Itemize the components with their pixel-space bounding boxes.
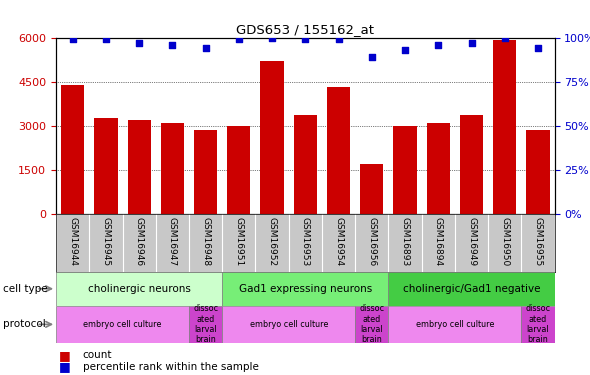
Text: GSM16945: GSM16945 bbox=[101, 217, 110, 266]
Point bbox=[533, 45, 543, 51]
Text: GSM16955: GSM16955 bbox=[533, 217, 542, 266]
Bar bbox=[360, 164, 384, 214]
Bar bbox=[460, 116, 483, 214]
Text: dissoc
ated
larval
brain: dissoc ated larval brain bbox=[359, 304, 384, 345]
Point bbox=[467, 40, 476, 46]
Bar bbox=[394, 126, 417, 214]
Point bbox=[267, 34, 277, 40]
Bar bbox=[189, 306, 222, 343]
Text: dissoc
ated
larval
brain: dissoc ated larval brain bbox=[193, 304, 218, 345]
Text: embryo cell culture: embryo cell culture bbox=[250, 320, 328, 329]
Bar bbox=[260, 61, 284, 214]
Text: cholinergic/Gad1 negative: cholinergic/Gad1 negative bbox=[403, 284, 540, 294]
Text: cell type: cell type bbox=[3, 284, 48, 294]
Bar bbox=[222, 306, 355, 343]
Bar bbox=[222, 272, 388, 306]
Point bbox=[234, 36, 244, 42]
Point bbox=[367, 54, 376, 60]
Text: GSM16951: GSM16951 bbox=[234, 217, 243, 266]
Bar bbox=[355, 306, 388, 343]
Bar bbox=[327, 87, 350, 214]
Bar bbox=[388, 272, 555, 306]
Text: embryo cell culture: embryo cell culture bbox=[416, 320, 494, 329]
Text: GSM16944: GSM16944 bbox=[68, 217, 77, 266]
Point bbox=[101, 36, 110, 42]
Text: GSM16894: GSM16894 bbox=[434, 217, 442, 266]
Text: GSM16953: GSM16953 bbox=[301, 217, 310, 266]
Text: dissoc
ated
larval
brain: dissoc ated larval brain bbox=[526, 304, 550, 345]
Point bbox=[201, 45, 210, 51]
Bar bbox=[526, 130, 550, 214]
Point bbox=[135, 40, 144, 46]
Bar bbox=[427, 123, 450, 214]
Point bbox=[334, 36, 343, 42]
Title: GDS653 / 155162_at: GDS653 / 155162_at bbox=[237, 23, 374, 36]
Text: GSM16893: GSM16893 bbox=[401, 217, 409, 266]
Bar bbox=[160, 123, 184, 214]
Bar bbox=[227, 126, 251, 214]
Bar bbox=[194, 130, 217, 214]
Point bbox=[300, 36, 310, 42]
Text: Gad1 expressing neurons: Gad1 expressing neurons bbox=[239, 284, 372, 294]
Point bbox=[68, 36, 77, 42]
Bar bbox=[522, 306, 555, 343]
Bar bbox=[294, 116, 317, 214]
Text: GSM16952: GSM16952 bbox=[268, 217, 277, 266]
Text: embryo cell culture: embryo cell culture bbox=[83, 320, 162, 329]
Bar bbox=[56, 306, 189, 343]
Point bbox=[168, 42, 177, 48]
Point bbox=[434, 42, 443, 48]
Text: ■: ■ bbox=[59, 360, 71, 373]
Text: count: count bbox=[83, 351, 112, 360]
Text: GSM16946: GSM16946 bbox=[135, 217, 143, 266]
Bar bbox=[388, 306, 522, 343]
Text: GSM16949: GSM16949 bbox=[467, 217, 476, 266]
Bar bbox=[127, 120, 151, 214]
Point bbox=[400, 47, 409, 53]
Text: GSM16954: GSM16954 bbox=[334, 217, 343, 266]
Text: ■: ■ bbox=[59, 349, 71, 362]
Bar bbox=[61, 84, 84, 214]
Point bbox=[500, 34, 510, 40]
Text: percentile rank within the sample: percentile rank within the sample bbox=[83, 362, 258, 372]
Text: GSM16956: GSM16956 bbox=[368, 217, 376, 266]
Text: protocol: protocol bbox=[3, 320, 45, 329]
Bar bbox=[493, 40, 516, 214]
Bar bbox=[94, 118, 117, 214]
Text: GSM16950: GSM16950 bbox=[500, 217, 509, 266]
Bar bbox=[56, 272, 222, 306]
Text: cholinergic neurons: cholinergic neurons bbox=[88, 284, 191, 294]
Text: GSM16947: GSM16947 bbox=[168, 217, 177, 266]
Text: GSM16948: GSM16948 bbox=[201, 217, 210, 266]
